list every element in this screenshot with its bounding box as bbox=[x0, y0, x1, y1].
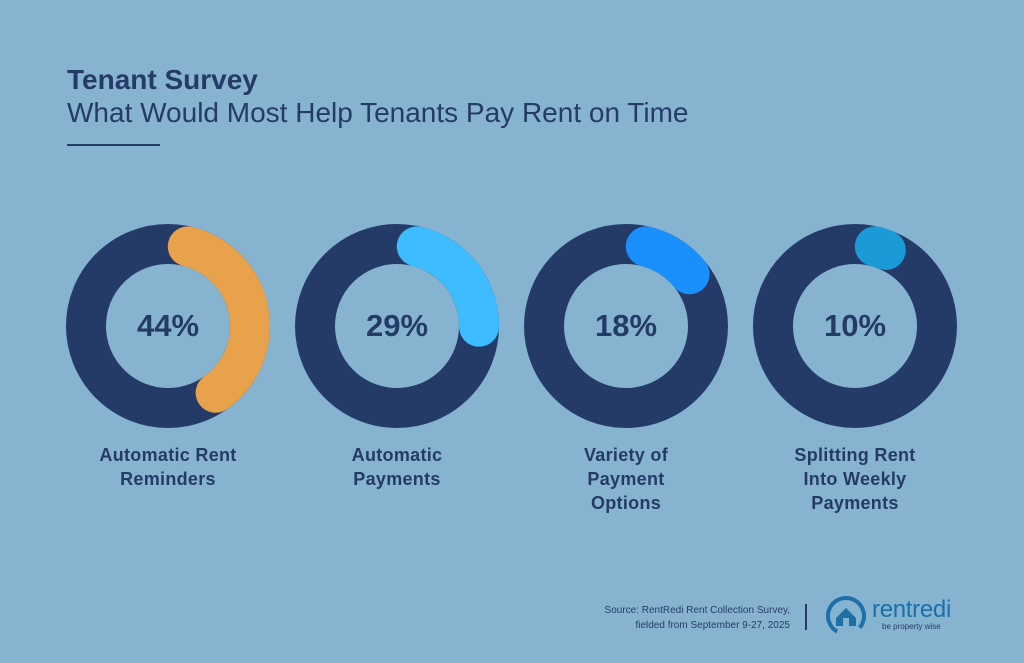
donut-percent-label: 18% bbox=[594, 308, 658, 343]
donut-svg-1 bbox=[66, 224, 270, 428]
title-underline bbox=[67, 144, 160, 146]
category-label-line: Payments bbox=[811, 493, 899, 513]
category-label-line: Payments bbox=[353, 469, 441, 489]
category-label-line: Automatic bbox=[351, 445, 443, 465]
donut-value-arc bbox=[66, 224, 270, 428]
donut-category-label: Automatic Payments bbox=[297, 443, 497, 491]
house-circle-logo-icon bbox=[826, 596, 866, 636]
donut-category-label: Automatic Rent Reminders bbox=[68, 443, 268, 491]
logo-tagline: be property wise bbox=[882, 622, 941, 631]
category-label-line: Variety of bbox=[583, 445, 669, 465]
donut-svg-4 bbox=[753, 224, 957, 428]
category-label-line: Options bbox=[590, 493, 662, 513]
category-label-line: Reminders bbox=[120, 469, 216, 489]
page-subtitle: What Would Most Help Tenants Pay Rent on… bbox=[67, 97, 689, 128]
donut-3: 18% bbox=[523, 223, 729, 429]
category-label-line: Automatic Rent bbox=[99, 445, 237, 465]
donut-value-arc bbox=[524, 224, 728, 428]
donut-percent-label: 29% bbox=[365, 308, 429, 343]
donut-percent-label: 10% bbox=[823, 308, 887, 343]
page-title: Tenant Survey bbox=[67, 64, 258, 95]
category-label-line: Payment bbox=[587, 469, 665, 489]
donut-svg-3 bbox=[524, 224, 728, 428]
category-label-line: Into Weekly bbox=[803, 469, 907, 489]
source-note: Source: RentRedi Rent Collection Survey,… bbox=[605, 603, 790, 633]
footer-divider bbox=[805, 604, 807, 630]
category-label-line: Splitting Rent bbox=[794, 445, 916, 465]
donut-value-arc bbox=[753, 224, 957, 428]
donut-category-label: Variety of Payment Options bbox=[526, 443, 726, 515]
donut-1: 44% bbox=[65, 223, 271, 429]
donut-percent-label: 44% bbox=[136, 308, 200, 343]
donut-category-label: Splitting Rent Into Weekly Payments bbox=[755, 443, 955, 515]
donut-4: 10% bbox=[752, 223, 958, 429]
logo-wordmark: rentredi bbox=[872, 596, 951, 623]
donut-2: 29% bbox=[294, 223, 500, 429]
donut-svg-2 bbox=[295, 224, 499, 428]
donut-value-arc bbox=[295, 224, 499, 428]
source-line-2: fielded from September 9-27, 2025 bbox=[635, 620, 790, 631]
source-line-1: Source: RentRedi Rent Collection Survey, bbox=[604, 605, 790, 616]
